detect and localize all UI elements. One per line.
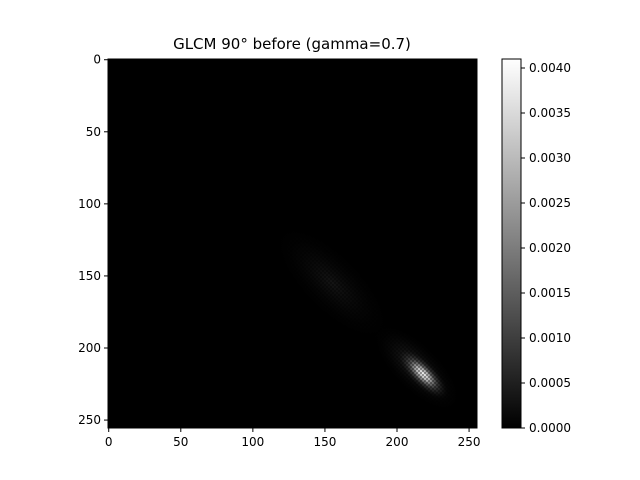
y-tick-label: 100: [78, 197, 101, 211]
y-axis: 0 50 100 150 200 250: [78, 53, 108, 427]
chart-title: GLCM 90° before (gamma=0.7): [173, 35, 411, 53]
x-tick-label: 200: [386, 435, 409, 449]
colorbar-tick-label: 0.0025: [529, 196, 571, 210]
x-axis: 0 50 100 150 200 250: [105, 428, 481, 449]
colorbar-gradient: [501, 58, 522, 429]
colorbar-tick-label: 0.0030: [529, 151, 571, 165]
colorbar-tick-label: 0.0015: [529, 286, 571, 300]
y-tick-label: 150: [78, 269, 101, 283]
plot-frame: [107, 58, 478, 429]
x-tick-label: 0: [105, 435, 113, 449]
x-tick-label: 150: [313, 435, 336, 449]
x-tick-label: 250: [458, 435, 481, 449]
colorbar-tick-label: 0.0000: [529, 421, 571, 435]
cell-texture: [108, 59, 477, 428]
x-tick-label: 100: [241, 435, 264, 449]
colorbar: 0.0000 0.0005 0.0010 0.0015 0.0020 0.0025 0.00…: [501, 58, 571, 435]
colorbar-tick-label: 0.0035: [529, 106, 571, 120]
x-tick-label: 50: [173, 435, 188, 449]
y-tick-label: 200: [78, 341, 101, 355]
y-tick-label: 50: [86, 125, 101, 139]
y-tick-label: 0: [93, 53, 101, 67]
colorbar-tick-label: 0.0010: [529, 331, 571, 345]
colorbar-tick-label: 0.0020: [529, 241, 571, 255]
colorbar-tick-label: 0.0005: [529, 376, 571, 390]
y-tick-label: 250: [78, 413, 101, 427]
colorbar-tick-label: 0.0040: [529, 61, 571, 75]
heatmap-plot: [107, 58, 478, 429]
